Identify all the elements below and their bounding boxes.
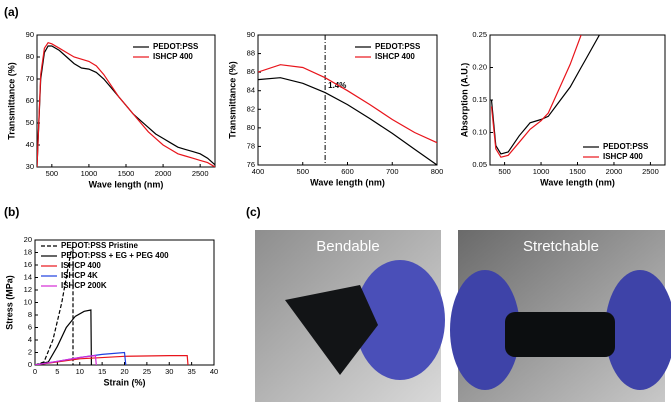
y-tick-label: 90 bbox=[26, 30, 34, 39]
x-tick-label: 500 bbox=[46, 169, 59, 178]
x-axis-label: Wave length (nm) bbox=[540, 177, 615, 187]
legend-label: PEDOT:PSS bbox=[603, 142, 649, 151]
y-tick-label: 10 bbox=[24, 297, 32, 306]
y-tick-label: 8 bbox=[28, 310, 32, 319]
x-tick-label: 10 bbox=[76, 367, 84, 376]
data-line bbox=[490, 35, 582, 158]
x-tick-label: 30 bbox=[165, 367, 173, 376]
y-tick-label: 4 bbox=[28, 335, 32, 344]
data-line bbox=[258, 77, 437, 165]
x-tick-label: 15 bbox=[98, 367, 106, 376]
panel-label: (b) bbox=[4, 205, 19, 219]
legend-label: ISHCP 4K bbox=[61, 271, 98, 280]
y-tick-label: 60 bbox=[26, 96, 34, 105]
x-tick-label: 0 bbox=[33, 367, 37, 376]
legend-label: ISHCP 400 bbox=[61, 261, 101, 270]
legend-label: PEDOT:PSS bbox=[153, 42, 199, 51]
y-tick-label: 18 bbox=[24, 247, 32, 256]
y-tick-label: 12 bbox=[24, 285, 32, 294]
y-tick-label: 90 bbox=[247, 30, 255, 39]
y-tick-label: 0.15 bbox=[472, 95, 487, 104]
x-tick-label: 700 bbox=[386, 167, 399, 176]
x-axis-label: Strain (%) bbox=[103, 377, 145, 387]
legend-label: PEDOT:PSS + EG + PEG 400 bbox=[61, 251, 169, 260]
photo-caption: Stretchable bbox=[523, 238, 599, 255]
x-tick-label: 2000 bbox=[606, 167, 623, 176]
y-tick-label: 0.05 bbox=[472, 160, 487, 169]
y-tick-label: 0 bbox=[28, 360, 32, 369]
y-tick-label: 0.25 bbox=[472, 30, 487, 39]
data-line bbox=[35, 246, 74, 365]
y-tick-label: 70 bbox=[26, 74, 34, 83]
y-tick-label: 82 bbox=[247, 104, 255, 113]
y-tick-label: 80 bbox=[26, 52, 34, 61]
y-tick-label: 14 bbox=[24, 272, 32, 281]
x-tick-label: 500 bbox=[498, 167, 511, 176]
legend-label: ISHCP 400 bbox=[603, 152, 643, 161]
y-axis-label: Absorption (A.U.) bbox=[459, 63, 469, 138]
data-line bbox=[258, 64, 437, 144]
x-axis-label: Wave length (nm) bbox=[89, 179, 164, 189]
x-tick-label: 600 bbox=[341, 167, 354, 176]
y-axis-label: Transmittance (%) bbox=[227, 61, 237, 139]
x-tick-label: 500 bbox=[296, 167, 309, 176]
y-axis-label: Stress (MPa) bbox=[4, 275, 14, 330]
y-tick-label: 84 bbox=[247, 86, 255, 95]
x-tick-label: 2500 bbox=[192, 169, 209, 178]
x-tick-label: 400 bbox=[252, 167, 265, 176]
y-tick-label: 0.10 bbox=[472, 127, 487, 136]
x-tick-label: 2500 bbox=[642, 167, 659, 176]
y-tick-label: 88 bbox=[247, 49, 255, 58]
data-line bbox=[35, 355, 189, 365]
x-tick-label: 2000 bbox=[155, 169, 172, 178]
legend-label: PEDOT:PSS bbox=[375, 42, 421, 51]
y-tick-label: 20 bbox=[24, 235, 32, 244]
x-tick-label: 1500 bbox=[118, 169, 135, 178]
photo-caption: Bendable bbox=[316, 238, 379, 255]
y-tick-label: 2 bbox=[28, 347, 32, 356]
legend-label: PEDOT:PSS Pristine bbox=[61, 241, 138, 250]
panel-label: (a) bbox=[4, 5, 19, 19]
x-tick-label: 25 bbox=[143, 367, 151, 376]
y-axis-label: Transmittance (%) bbox=[6, 62, 16, 140]
y-tick-label: 86 bbox=[247, 67, 255, 76]
legend-label: ISHCP 400 bbox=[375, 52, 415, 61]
data-line bbox=[490, 35, 600, 155]
x-tick-label: 35 bbox=[187, 367, 195, 376]
y-tick-label: 76 bbox=[247, 160, 255, 169]
data-line bbox=[37, 41, 215, 167]
y-tick-label: 80 bbox=[247, 123, 255, 132]
data-line bbox=[35, 354, 97, 365]
y-tick-label: 40 bbox=[26, 140, 34, 149]
photo: Stretchable bbox=[450, 230, 671, 402]
data-line bbox=[37, 45, 215, 167]
x-axis-label: Wave length (nm) bbox=[310, 177, 385, 187]
y-tick-label: 78 bbox=[247, 141, 255, 150]
x-tick-label: 5 bbox=[55, 367, 59, 376]
y-tick-label: 50 bbox=[26, 118, 34, 127]
x-tick-label: 800 bbox=[431, 167, 444, 176]
x-tick-label: 20 bbox=[120, 367, 128, 376]
x-tick-label: 40 bbox=[210, 367, 218, 376]
photo: Bendable bbox=[255, 230, 445, 402]
x-tick-label: 1500 bbox=[569, 167, 586, 176]
y-tick-label: 6 bbox=[28, 322, 32, 331]
y-tick-label: 30 bbox=[26, 162, 34, 171]
y-tick-label: 0.20 bbox=[472, 62, 487, 71]
legend-label: ISHCP 200K bbox=[61, 281, 107, 290]
y-tick-label: 16 bbox=[24, 260, 32, 269]
legend-label: ISHCP 400 bbox=[153, 52, 193, 61]
x-tick-label: 1000 bbox=[533, 167, 550, 176]
panel-label: (c) bbox=[246, 205, 261, 219]
x-tick-label: 1000 bbox=[81, 169, 98, 178]
annotation: 1.4% bbox=[328, 81, 346, 90]
data-line bbox=[35, 309, 92, 365]
